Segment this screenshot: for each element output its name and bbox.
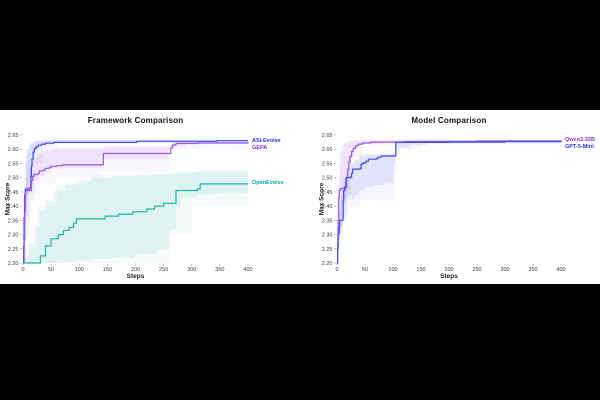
series-label-ASI-Evolve: ASI-Evolve: [252, 137, 281, 144]
series-label-GPT-5-Mini: GPT-5-Mini: [565, 144, 594, 151]
confidence-band-GEPA: [23, 141, 248, 263]
x-tick-label: 150: [103, 267, 112, 273]
x-tick-label: 150: [416, 267, 425, 273]
x-tick-label: 350: [528, 267, 537, 273]
figure-canvas: Framework Comparison Max Score Steps 0 50…: [0, 110, 600, 284]
x-tick-label: 50: [48, 267, 54, 273]
y-tick-label: 2.20: [322, 261, 333, 267]
plot-area: 0 50 100 150 200 250 300 350 400 2.20 2.25 2.30 2.35…: [8, 133, 253, 273]
series-line-GEPA: [23, 142, 249, 264]
y-tick-label: 2.55: [8, 161, 19, 167]
chart-title: Model Comparison: [411, 116, 487, 125]
y-tick-label: 2.65: [8, 133, 19, 139]
series-line-GPT-5-Mini: [337, 140, 562, 264]
y-tick-label: 2.25: [322, 247, 333, 253]
confidence-band-Qwen3-32B: [337, 139, 561, 263]
x-tick-label: 0: [335, 267, 338, 273]
y-tick-label: 2.35: [322, 218, 333, 224]
confidence-band-OpenEvolve: [23, 170, 248, 263]
series-line-Qwen3-32B: [337, 140, 562, 264]
series-label-Qwen3-32B: Qwen3-32B: [565, 137, 595, 144]
x-tick-label: 200: [444, 267, 453, 273]
y-tick-label: 2.25: [8, 247, 19, 253]
y-tick-label: 2.45: [322, 190, 333, 196]
x-tick-label: 50: [362, 267, 368, 273]
confidence-band-GEPA: [23, 140, 248, 263]
chart-title: Framework Comparison: [87, 116, 184, 125]
y-tick-label: 2.30: [8, 233, 19, 239]
x-tick-label: 100: [388, 267, 397, 273]
x-tick-label: 300: [500, 267, 509, 273]
x-tick-label: 250: [472, 267, 481, 273]
x-axis-label: Steps: [126, 273, 145, 280]
y-tick-label: 2.30: [322, 233, 333, 239]
y-tick-label: 2.40: [8, 204, 19, 210]
x-tick-label: 300: [187, 267, 196, 273]
y-tick-label: 2.50: [322, 176, 333, 182]
x-axis-label: Steps: [440, 273, 458, 280]
plot-area: 0 50 100 150 200 250 300 350 400 2.20 2.25 2.30 2.35…: [322, 133, 566, 273]
model-comparison-chart: Model Comparison Max Score Steps 0 50 100 1…: [300, 110, 600, 284]
y-tick-label: 2.60: [8, 147, 19, 153]
y-tick-label: 2.20: [8, 261, 19, 267]
x-tick-label: 100: [75, 267, 84, 273]
y-tick-label: 2.50: [8, 176, 19, 182]
x-tick-label: 0: [21, 267, 24, 273]
x-tick-label: 250: [159, 267, 168, 273]
confidence-band-GPT-5-Mini: [337, 140, 561, 263]
framework-comparison-chart: Framework Comparison Max Score Steps 0 50…: [0, 110, 300, 284]
confidence-band-OpenEvolve: [23, 170, 248, 263]
x-tick-label: 400: [243, 267, 252, 273]
x-tick-label: 350: [215, 267, 224, 273]
y-tick-label: 2.55: [322, 161, 333, 167]
x-tick-label: 400: [556, 267, 565, 273]
series-label-GEPA: GEPA: [252, 144, 268, 151]
y-tick-label: 2.35: [8, 218, 19, 224]
y-tick-label: 2.45: [8, 190, 19, 196]
series-label-OpenEvolve: OpenEvolve: [252, 180, 284, 187]
y-tick-label: 2.65: [322, 133, 333, 139]
y-tick-label: 2.60: [322, 147, 333, 153]
confidence-band-GPT-5-Mini: [337, 140, 561, 263]
y-tick-label: 2.40: [322, 204, 333, 210]
series-line-OpenEvolve: [23, 183, 249, 264]
x-tick-label: 200: [131, 267, 140, 273]
